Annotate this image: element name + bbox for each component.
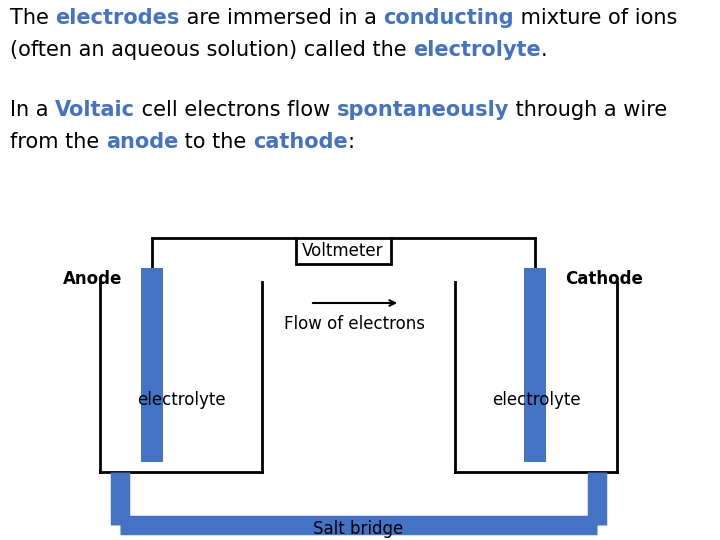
Text: Voltmeter: Voltmeter <box>302 242 384 260</box>
Text: Voltaic: Voltaic <box>55 100 135 120</box>
Text: spontaneously: spontaneously <box>337 100 509 120</box>
Text: .: . <box>541 40 548 60</box>
Text: mixture of ions: mixture of ions <box>514 8 678 28</box>
Text: Cathode: Cathode <box>565 270 643 288</box>
Text: (often an aqueous solution) called the: (often an aqueous solution) called the <box>10 40 413 60</box>
Bar <box>524 268 546 462</box>
Text: to the: to the <box>179 132 253 152</box>
Text: In a: In a <box>10 100 55 120</box>
Text: are immersed in a: are immersed in a <box>180 8 383 28</box>
Bar <box>296 238 391 264</box>
Bar <box>141 268 163 462</box>
Text: electrolyte: electrolyte <box>413 40 541 60</box>
Text: from the: from the <box>10 132 106 152</box>
Text: electrodes: electrodes <box>55 8 180 28</box>
Text: conducting: conducting <box>383 8 514 28</box>
Text: :: : <box>348 132 355 152</box>
Text: electrolyte: electrolyte <box>492 391 580 409</box>
Text: anode: anode <box>106 132 179 152</box>
Text: cell electrons flow: cell electrons flow <box>135 100 337 120</box>
Text: through a wire: through a wire <box>509 100 667 120</box>
Text: cathode: cathode <box>253 132 348 152</box>
Text: The: The <box>10 8 55 28</box>
Text: electrolyte: electrolyte <box>137 391 225 409</box>
Text: Flow of electrons: Flow of electrons <box>284 315 426 333</box>
Text: Salt bridge: Salt bridge <box>313 520 404 538</box>
Text: Anode: Anode <box>63 270 122 288</box>
